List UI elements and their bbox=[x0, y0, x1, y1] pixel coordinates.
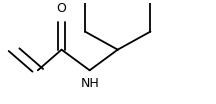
Text: O: O bbox=[57, 2, 67, 15]
Text: NH: NH bbox=[80, 77, 99, 90]
